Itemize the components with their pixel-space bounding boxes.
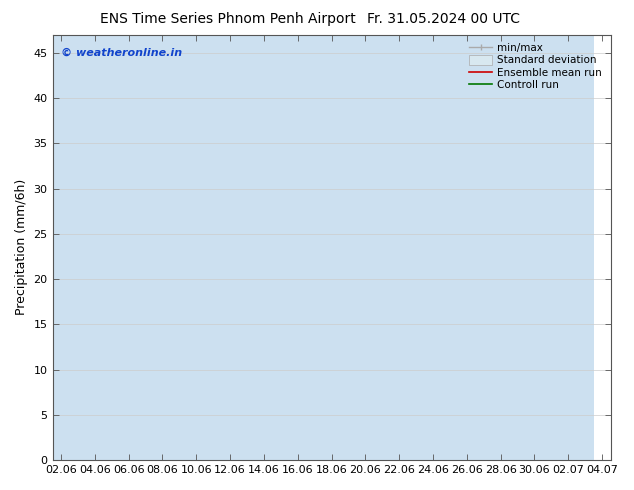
Bar xyxy=(323,35,391,460)
Text: Fr. 31.05.2024 00 UTC: Fr. 31.05.2024 00 UTC xyxy=(367,12,521,26)
Bar xyxy=(188,35,256,460)
Y-axis label: Precipitation (mm/6h): Precipitation (mm/6h) xyxy=(15,179,28,316)
Bar xyxy=(53,35,120,460)
Bar xyxy=(256,35,323,460)
Bar xyxy=(458,35,526,460)
Text: © weatheronline.in: © weatheronline.in xyxy=(61,48,182,57)
Text: ENS Time Series Phnom Penh Airport: ENS Time Series Phnom Penh Airport xyxy=(100,12,356,26)
Bar xyxy=(526,35,593,460)
Bar xyxy=(120,35,188,460)
Bar xyxy=(391,35,458,460)
Legend: min/max, Standard deviation, Ensemble mean run, Controll run: min/max, Standard deviation, Ensemble me… xyxy=(466,40,605,93)
